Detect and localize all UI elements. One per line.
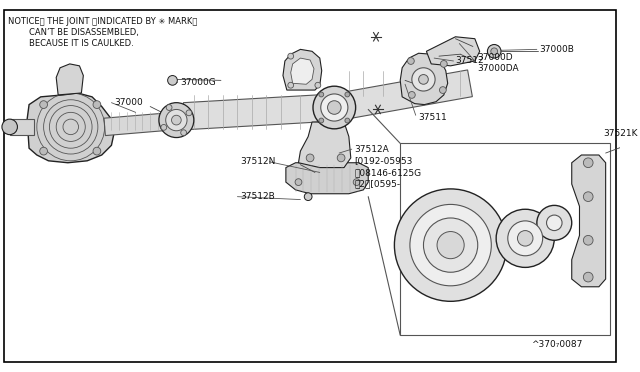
Circle shape <box>440 87 446 93</box>
Circle shape <box>93 101 100 109</box>
Circle shape <box>440 61 447 67</box>
Circle shape <box>410 204 492 286</box>
Text: NOTICE〉 THE JOINT 〈INDICATED BY ✳ MARK〉: NOTICE〉 THE JOINT 〈INDICATED BY ✳ MARK〉 <box>8 17 197 26</box>
Circle shape <box>161 125 166 130</box>
Circle shape <box>180 130 186 136</box>
Circle shape <box>295 179 302 186</box>
Text: 37512: 37512 <box>456 57 484 65</box>
Circle shape <box>288 53 294 59</box>
Polygon shape <box>27 93 115 163</box>
Text: BECAUSE IT IS CAULKED.: BECAUSE IT IS CAULKED. <box>8 39 134 48</box>
Circle shape <box>159 103 194 138</box>
Text: 37512B: 37512B <box>241 192 275 201</box>
Circle shape <box>488 45 501 58</box>
Circle shape <box>537 205 572 240</box>
Text: CAN’T BE DISASSEMBLED,: CAN’T BE DISASSEMBLED, <box>8 28 139 37</box>
Circle shape <box>408 58 414 64</box>
Circle shape <box>518 231 533 246</box>
Polygon shape <box>56 64 83 95</box>
Text: 37512N: 37512N <box>241 157 276 166</box>
Circle shape <box>319 92 324 97</box>
Text: 37512A: 37512A <box>355 145 389 154</box>
Text: ^370₇0087: ^370₇0087 <box>531 340 582 349</box>
Text: 37000D: 37000D <box>477 52 513 62</box>
Circle shape <box>313 86 356 129</box>
Circle shape <box>584 158 593 168</box>
Circle shape <box>319 118 324 123</box>
Circle shape <box>345 92 350 97</box>
Circle shape <box>419 74 428 84</box>
Polygon shape <box>332 70 472 121</box>
Circle shape <box>304 193 312 201</box>
Polygon shape <box>400 53 448 105</box>
Circle shape <box>40 147 47 155</box>
Polygon shape <box>283 49 322 90</box>
Polygon shape <box>10 119 34 135</box>
Text: [0192-05953: [0192-05953 <box>355 156 413 165</box>
Polygon shape <box>104 112 175 135</box>
Circle shape <box>496 209 554 267</box>
Text: 37000DA: 37000DA <box>477 64 520 73</box>
Circle shape <box>412 68 435 91</box>
Circle shape <box>353 179 360 186</box>
Text: 37521K: 37521K <box>604 129 638 138</box>
Text: 37000G: 37000G <box>180 78 216 87</box>
Polygon shape <box>291 58 314 84</box>
Circle shape <box>394 189 507 301</box>
Circle shape <box>584 192 593 202</box>
Polygon shape <box>572 155 605 287</box>
Circle shape <box>584 272 593 282</box>
Circle shape <box>328 101 341 114</box>
Circle shape <box>337 154 345 162</box>
Circle shape <box>491 48 498 55</box>
Text: 37000: 37000 <box>115 98 143 107</box>
Text: 37511: 37511 <box>419 113 447 122</box>
Text: 〨2〉[0595-: 〨2〉[0595- <box>355 180 401 189</box>
Circle shape <box>508 221 543 256</box>
Polygon shape <box>286 163 368 194</box>
Circle shape <box>288 82 294 88</box>
Circle shape <box>321 94 348 121</box>
Circle shape <box>306 154 314 162</box>
Bar <box>400 143 611 335</box>
Circle shape <box>584 235 593 245</box>
Polygon shape <box>426 37 479 66</box>
Circle shape <box>93 147 100 155</box>
Polygon shape <box>298 122 351 168</box>
Circle shape <box>40 101 47 109</box>
Circle shape <box>424 218 477 272</box>
Circle shape <box>166 109 187 131</box>
Circle shape <box>315 82 321 88</box>
Circle shape <box>547 215 562 231</box>
Circle shape <box>186 110 192 116</box>
Circle shape <box>2 119 17 135</box>
Text: 37000B: 37000B <box>539 45 573 54</box>
Circle shape <box>172 115 181 125</box>
Circle shape <box>408 92 415 98</box>
Circle shape <box>437 231 464 259</box>
Polygon shape <box>183 94 335 130</box>
Circle shape <box>168 76 177 85</box>
Text: Ⓑ08146-6125G: Ⓑ08146-6125G <box>355 168 422 177</box>
Circle shape <box>166 105 172 110</box>
Circle shape <box>345 118 350 123</box>
